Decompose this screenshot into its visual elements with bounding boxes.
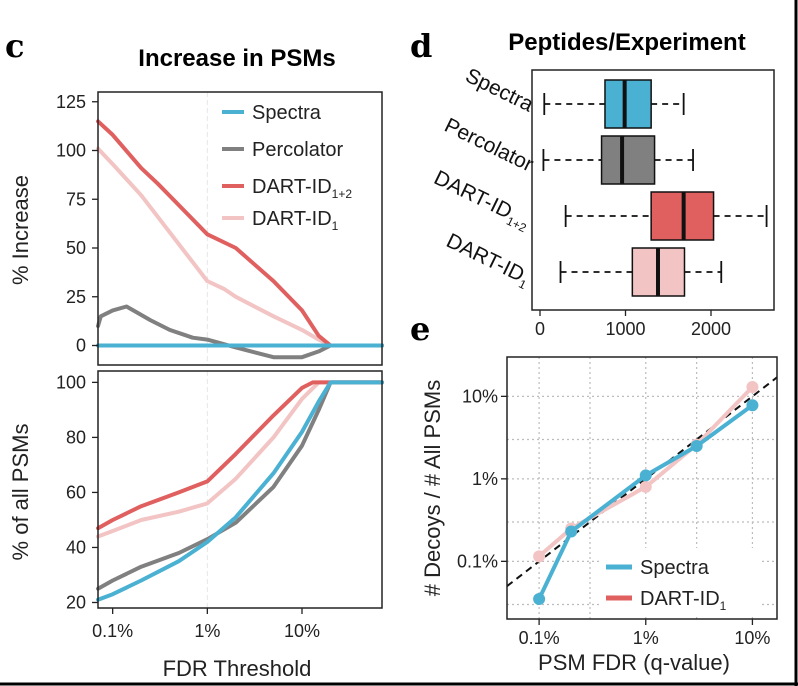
panel-d-frame (531, 69, 775, 311)
panel-e-ylabel: # Decoys / # All PSMs (420, 380, 445, 596)
panel-d-title: Peptides/Experiment (508, 29, 745, 56)
panel-c-bottom-line-percolator (96, 380, 384, 591)
panel-c-bottom-frame (97, 370, 383, 609)
panel-e-ytick-label: 10% (462, 386, 498, 406)
panel-d-xtick-label: 0 (535, 319, 545, 339)
panel-c-bottom-ytick-label: 100 (56, 372, 86, 392)
panel-c-bottom-lines (96, 380, 384, 602)
panel-d-boxes (542, 79, 768, 297)
box-spectra (543, 79, 685, 129)
panel-e-point-spectra (690, 440, 703, 453)
box-label-dart12: DART-ID1+2 (429, 166, 534, 235)
panel-c-bottom-plot: 100 80 60 40 20 0.1% 1% 10% (56, 370, 384, 641)
panel-c-bottom-line-spectra (96, 380, 384, 602)
panel-c-bottom-ylabel: % of all PSMs (8, 424, 33, 561)
panel-e-ytick-label: 1% (472, 469, 498, 489)
panel-d-letter: d (410, 27, 432, 65)
panel-e-point-dart1 (533, 550, 546, 563)
panel-c-top-lines (96, 119, 384, 360)
panel-c-top-plot: 125 100 75 50 25 0 (56, 91, 384, 366)
panel-c-top-frame (97, 91, 383, 366)
panel-c-top-yticks: 125 100 75 50 25 0 (56, 92, 98, 356)
legend-dart1-label: DART-ID1 (252, 208, 339, 233)
panel-c-xtick-label: 1% (194, 621, 220, 641)
panel-c-top-ytick-label: 25 (66, 287, 86, 307)
panel-c-bottom-ytick-label: 80 (66, 427, 86, 447)
box-dart1 (559, 247, 723, 297)
panel-c-title: Increase in PSMs (138, 45, 335, 72)
panel-c-bottom-line-dart12 (96, 380, 384, 531)
panel-c-bottom-ytick-label: 60 (66, 482, 86, 502)
panel-c-top-line-dart12 (96, 119, 384, 348)
panel-c-bottom-ytick-label: 40 (66, 537, 86, 557)
box-spectra-iqr (604, 79, 652, 129)
panel-c-xlabel: FDR Threshold (163, 656, 312, 681)
box-dart12 (564, 191, 768, 241)
panel-e-point-dart1 (639, 480, 652, 493)
panel-c-top-ylabel: % Increase (8, 175, 33, 285)
panel-c-top-ytick-label: 50 (66, 238, 86, 258)
panel-e-letter: e (410, 310, 430, 348)
panel-c-legend: Spectra Percolator DART-ID1+2 DART-ID1 (222, 102, 352, 233)
panel-e-plot: 0.1% 1% 10% 10% 1% 0.1% Spectra DART-ID1 (457, 356, 778, 648)
panel-e-legend-bg (600, 548, 760, 614)
box-label-dart1: DART-ID1 (441, 229, 534, 292)
panel-c-bottom-ytick-label: 20 (66, 592, 86, 612)
box-label-percolator: Percolator (441, 114, 537, 177)
legend-e-spectra-label: Spectra (640, 557, 710, 579)
panel-c-xtick-label: 0.1% (92, 621, 133, 641)
panel-e-reference-line (506, 376, 778, 587)
panel-e-lines (533, 380, 759, 605)
panel-c-xtick-label: 10% (284, 621, 320, 641)
box-percolator-iqr (600, 135, 656, 185)
legend-percolator-label: Percolator (252, 139, 343, 161)
panel-e-ticks: 0.1% 1% 10% 10% 1% 0.1% (457, 386, 770, 648)
panel-e-point-spectra (533, 592, 546, 605)
panel-d-xtick-label: 1000 (605, 319, 645, 339)
panel-c-letter: c (5, 27, 24, 65)
panel-e-point-spectra (746, 399, 759, 412)
panel-e-ytick-label: 0.1% (457, 551, 498, 571)
panel-e-point-spectra (565, 525, 578, 538)
panel-d-xtick-label: 2000 (691, 319, 731, 339)
panel-c-top-line-percolator (96, 304, 384, 360)
panel-c-top-ytick-label: 0 (76, 336, 86, 356)
panel-c-xticks: 0.1% 1% 10% (92, 608, 320, 641)
legend-e-dart1-label: DART-ID1 (640, 588, 727, 613)
panel-e-legend: Spectra DART-ID1 (600, 548, 760, 614)
panel-d-xticks: 0 1000 2000 (535, 310, 731, 339)
panel-c-top-ytick-label: 125 (56, 92, 86, 112)
panel-e-point-dart1 (746, 380, 759, 393)
panel-e-xtick-label: 0.1% (519, 628, 560, 648)
box-percolator (542, 135, 694, 185)
panel-c-bottom-line-dart1 (96, 380, 384, 539)
panel-e-xtick-label: 10% (734, 628, 770, 648)
panel-e-frame (506, 356, 778, 620)
panel-e-point-spectra (639, 469, 652, 482)
panel-d-plot: 0 1000 2000 Spectra Percolator DART-ID1+2 … (429, 64, 775, 339)
panel-e-xtick-label: 1% (633, 628, 659, 648)
panel-c-top-ytick-label: 100 (56, 141, 86, 161)
legend-dart12-label: DART-ID1+2 (252, 176, 352, 201)
panel-c-top-line-dart1 (96, 146, 384, 348)
panel-c-bottom-yticks: 100 80 60 40 20 (56, 372, 98, 612)
panel-e-xlabel: PSM FDR (q-value) (538, 650, 730, 675)
panel-c-top-ytick-label: 75 (66, 189, 86, 209)
box-label-spectra: Spectra (462, 64, 537, 117)
legend-spectra-label: Spectra (252, 102, 322, 124)
